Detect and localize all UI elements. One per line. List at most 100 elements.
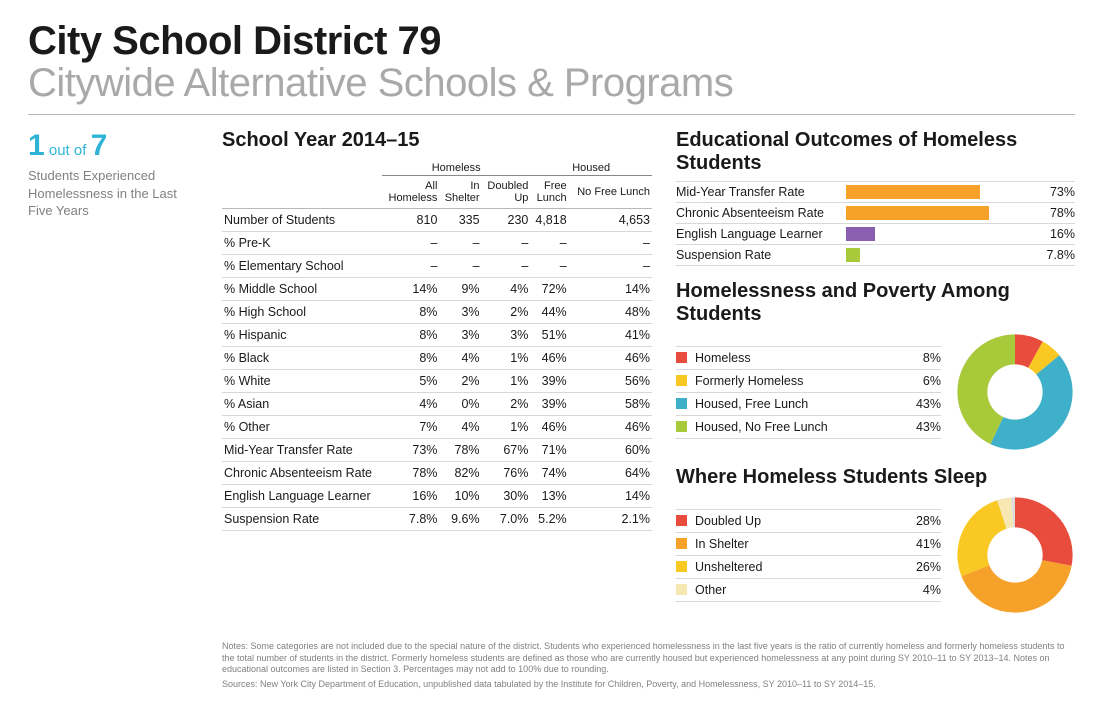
table-cell: 58% — [569, 393, 652, 416]
outcome-label: Mid-Year Transfer Rate — [676, 185, 846, 199]
row-label: English Language Learner — [222, 485, 382, 508]
legend-label: In Shelter — [695, 537, 895, 551]
table-cell: 10% — [439, 485, 481, 508]
legend-value: 8% — [895, 351, 941, 365]
ratio-numerator: 1 — [28, 129, 45, 162]
legend-value: 41% — [895, 537, 941, 551]
table-row: Number of Students8103352304,8184,653 — [222, 209, 652, 232]
table-cell: 74% — [530, 462, 568, 485]
legend-swatch — [676, 421, 687, 432]
ratio-stat: 1 out of 7 — [28, 129, 198, 163]
group-header-homeless: Homeless — [382, 158, 530, 176]
table-cell: 5% — [382, 370, 439, 393]
table-row: % Elementary School––––– — [222, 255, 652, 278]
legend-value: 43% — [895, 397, 941, 411]
table-cell: 14% — [382, 278, 439, 301]
table-cell: 46% — [569, 416, 652, 439]
legend-row: Formerly Homeless6% — [676, 370, 941, 393]
legend-row: Housed, No Free Lunch43% — [676, 416, 941, 439]
table-cell: – — [382, 255, 439, 278]
row-label: % High School — [222, 301, 382, 324]
row-label: Suspension Rate — [222, 508, 382, 531]
legend-swatch — [676, 352, 687, 363]
table-row: % Hispanic8%3%3%51%41% — [222, 324, 652, 347]
table-cell: – — [530, 255, 568, 278]
legend-row: Other4% — [676, 579, 941, 602]
legend-value: 4% — [895, 583, 941, 597]
column-header: AllHomeless — [382, 176, 439, 209]
table-row: % High School8%3%2%44%48% — [222, 301, 652, 324]
table-head: Homeless Housed AllHomelessInShelterDoub… — [222, 158, 652, 209]
donut-hole — [987, 364, 1042, 419]
legend-label: Other — [695, 583, 895, 597]
ratio-mid: out of — [49, 142, 87, 159]
table-cell: – — [482, 232, 531, 255]
page-title: City School District 79 — [28, 20, 1075, 62]
outcome-row: Chronic Absenteeism Rate78% — [676, 203, 1075, 224]
main-columns: 1 out of 7 Students Experienced Homeless… — [28, 129, 1075, 629]
sleep-legend: Doubled Up28%In Shelter41%Unsheltered26%… — [676, 509, 941, 602]
legend-swatch — [676, 398, 687, 409]
row-label: % Pre-K — [222, 232, 382, 255]
table-row: % Pre-K––––– — [222, 232, 652, 255]
table-cell: 7.0% — [482, 508, 531, 531]
table-cell: 7% — [382, 416, 439, 439]
outcome-bar — [846, 248, 860, 262]
table-cell: 4% — [439, 347, 481, 370]
table-cell: 71% — [530, 439, 568, 462]
table-cell: – — [439, 232, 481, 255]
table-cell: 0% — [439, 393, 481, 416]
outcomes-chart: Mid-Year Transfer Rate73%Chronic Absente… — [676, 181, 1075, 266]
table-cell: 56% — [569, 370, 652, 393]
table-cell: 4,818 — [530, 209, 568, 232]
row-label: % White — [222, 370, 382, 393]
table-cell: 810 — [382, 209, 439, 232]
table-cell: 8% — [382, 324, 439, 347]
table-row: % Middle School14%9%4%72%14% — [222, 278, 652, 301]
ratio-caption: Students Experienced Homelessness in the… — [28, 167, 198, 220]
row-label: % Elementary School — [222, 255, 382, 278]
outcome-bar — [846, 227, 875, 241]
table-row: % Other7%4%1%46%46% — [222, 416, 652, 439]
outcome-label: Suspension Rate — [676, 248, 846, 262]
outcomes-heading: Educational Outcomes of Homeless Student… — [676, 129, 1075, 175]
table-cell: 3% — [439, 301, 481, 324]
outcome-bar-track — [846, 248, 1029, 262]
table-cell: 2% — [439, 370, 481, 393]
table-cell: – — [569, 232, 652, 255]
legend-row: Doubled Up28% — [676, 509, 941, 533]
legend-swatch — [676, 538, 687, 549]
outcome-label: Chronic Absenteeism Rate — [676, 206, 846, 220]
table-cell: 46% — [530, 416, 568, 439]
legend-swatch — [676, 375, 687, 386]
table-cell: 9.6% — [439, 508, 481, 531]
table-cell: 39% — [530, 393, 568, 416]
outcome-value: 16% — [1029, 227, 1075, 241]
table-cell: 1% — [482, 416, 531, 439]
poverty-legend: Homeless8%Formerly Homeless6%Housed, Fre… — [676, 346, 941, 439]
footnotes: Notes: Some categories are not included … — [222, 641, 1075, 691]
table-section: School Year 2014–15 Homeless Housed AllH… — [222, 129, 652, 531]
legend-label: Housed, Free Lunch — [695, 397, 895, 411]
row-label: Mid-Year Transfer Rate — [222, 439, 382, 462]
table-row: % White5%2%1%39%56% — [222, 370, 652, 393]
poverty-donut-chart — [955, 332, 1075, 452]
legend-value: 6% — [895, 374, 941, 388]
footnote-sources: Sources: New York City Department of Edu… — [222, 679, 1075, 691]
table-cell: 46% — [530, 347, 568, 370]
group-header-housed: Housed — [530, 158, 652, 176]
row-label: % Middle School — [222, 278, 382, 301]
outcome-row: Mid-Year Transfer Rate73% — [676, 182, 1075, 203]
table-cell: 41% — [569, 324, 652, 347]
legend-label: Formerly Homeless — [695, 374, 895, 388]
table-cell: 78% — [382, 462, 439, 485]
table-cell: 48% — [569, 301, 652, 324]
row-label: Chronic Absenteeism Rate — [222, 462, 382, 485]
legend-value: 43% — [895, 420, 941, 434]
page-subtitle: Citywide Alternative Schools & Programs — [28, 62, 1075, 104]
table-cell: – — [530, 232, 568, 255]
table-cell: 5.2% — [530, 508, 568, 531]
legend-label: Homeless — [695, 351, 895, 365]
legend-label: Unsheltered — [695, 560, 895, 574]
table-row: % Asian4%0%2%39%58% — [222, 393, 652, 416]
